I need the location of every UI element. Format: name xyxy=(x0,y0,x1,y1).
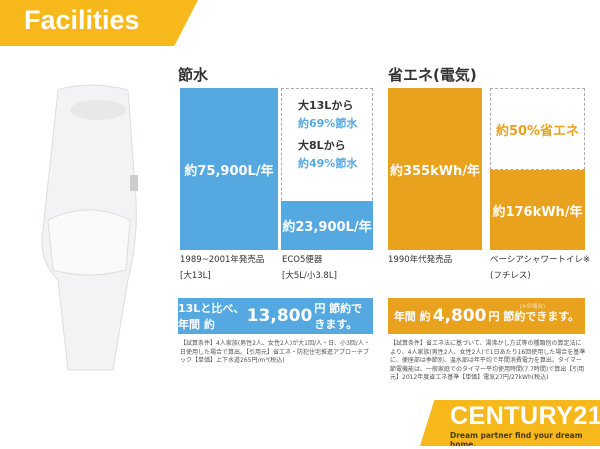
water-new-label: ECO5便器 [大5L/小3.8L] xyxy=(282,255,337,281)
energy-old-label: 1990年代発売品 xyxy=(388,255,453,265)
water-old-label: 1989~2001年発売品 [大13L] xyxy=(180,255,265,281)
water-title: 節水 xyxy=(178,66,209,84)
energy-saving-banner: (※の場合) 年間 約 4,800 円 節約できます。 xyxy=(388,298,585,334)
header-banner: Facilities xyxy=(0,0,198,46)
toilet-image xyxy=(41,84,138,371)
water-saving2: 約49%節水 xyxy=(298,157,358,170)
water-old-bar: 約75,900L/年 xyxy=(180,88,278,250)
water-saving1-from: 大13Lから xyxy=(298,99,354,112)
water-saving2-from: 大8Lから xyxy=(298,139,346,152)
energy-saving: 約50%省エネ xyxy=(490,88,585,170)
water-saving1: 約69%節水 xyxy=(298,117,358,130)
water-new-bar: 約23,900L/年 xyxy=(281,201,373,250)
water-saving-banner: 13Lと比べ、年間 約 13,800 円 節約できます。 xyxy=(178,298,373,334)
water-new-box: 大13Lから 約69%節水 大8Lから 約49%節水 xyxy=(281,88,373,250)
energy-title: 省エネ(電気) xyxy=(388,66,477,84)
page-title: Facilities xyxy=(24,5,140,35)
energy-new-bar: 約176kWh/年 xyxy=(490,170,585,250)
energy-note: 【試算条件】省エネ法に基づいて、湯沸かし方式等の種類別の算定法により、4人家族(… xyxy=(390,340,586,381)
energy-old-bar: 約355kWh/年 xyxy=(388,88,482,250)
century21-logo: CENTURY21 Dream partner find your dream … xyxy=(420,400,600,446)
energy-new-label: ベーシアシャワートイレ※ (フチレス) xyxy=(490,255,591,281)
water-note: 【試算条件】4人家族(男性2人、女性2人)が大1回/人・日、小3回/人・日使用し… xyxy=(180,340,370,364)
